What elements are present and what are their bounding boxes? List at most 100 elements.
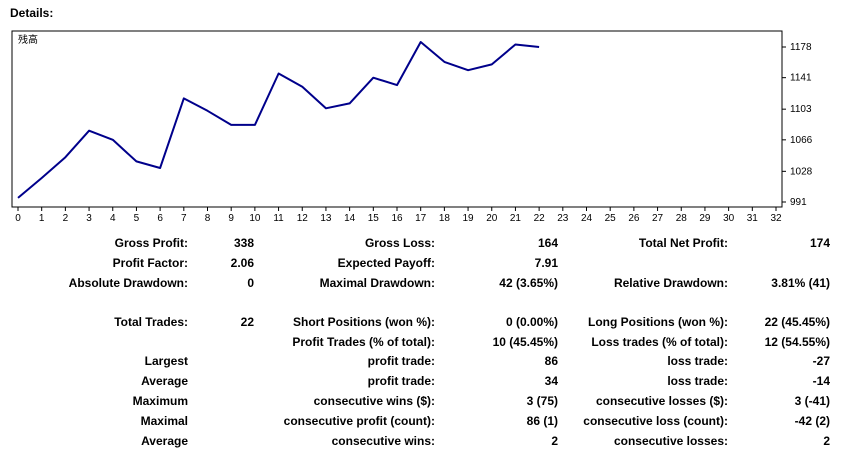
stat-value: 86 (1) [526,414,558,428]
stats-row: Largest profit trade: 86 loss trade: -27 [0,354,850,370]
stat-value: 86 [544,354,558,368]
x-tick-label: 4 [110,213,116,224]
stat-label: Maximal [140,414,188,428]
x-tick-label: 25 [605,213,617,224]
x-tick-label: 22 [534,213,546,224]
stat-value: 10 (45.45%) [492,335,558,349]
x-tick-label: 12 [297,213,309,224]
stat-value: 3 (-41) [794,394,830,408]
x-tick-label: 31 [747,213,759,224]
stat-label: consecutive wins ($): [313,394,435,408]
stat-label: Gross Profit: [114,236,188,250]
stats-row: Average profit trade: 34 loss trade: -14 [0,374,850,390]
stat-value: 22 (45.45%) [764,315,830,329]
stat-label: Long Positions (won %): [588,315,728,329]
x-tick-label: 18 [439,213,451,224]
stat-label: Total Net Profit: [638,236,728,250]
details-title: Details: [10,6,54,20]
stat-value: 0 (0.00%) [505,315,558,329]
stat-value: 2 [551,434,558,448]
stat-label: Absolute Drawdown: [68,276,188,290]
x-tick-label: 32 [770,213,782,224]
y-tick-label: 1178 [790,42,812,53]
x-tick-label: 15 [368,213,380,224]
y-tick-label: 1141 [790,73,812,84]
stat-value: -14 [812,374,830,388]
x-tick-label: 21 [510,213,522,224]
stat-label: Average [141,434,188,448]
stat-label: consecutive wins: [331,434,435,448]
x-tick-label: 19 [463,213,475,224]
stat-value: 42 (3.65%) [499,276,558,290]
y-tick-label: 1028 [790,166,813,177]
stat-label: Maximal Drawdown: [319,276,435,290]
stat-value: 164 [537,236,558,250]
stat-value: 22 [240,315,254,329]
chart-title: 残高 [18,33,38,46]
stat-value: -42 (2) [794,414,830,428]
stats-row: Profit Trades (% of total): 10 (45.45%) Lo… [0,335,850,351]
x-tick-label: 29 [699,213,711,224]
x-tick-label: 10 [249,213,261,224]
x-tick-label: 7 [181,213,187,224]
x-tick-label: 2 [63,213,69,224]
stat-value: 34 [544,374,558,388]
x-tick-label: 8 [205,213,211,224]
stat-label: Short Positions (won %): [293,315,435,329]
x-tick-label: 11 [273,213,284,224]
x-tick-label: 5 [134,213,140,224]
stat-label: loss trade: [667,374,728,388]
stats-row: Average consecutive wins: 2 consecutive los… [0,434,850,450]
stat-value: 12 (54.55%) [764,335,830,349]
x-tick-label: 28 [676,213,688,224]
x-tick-label: 20 [486,213,498,224]
stat-label: Total Trades: [114,315,188,329]
x-tick-label: 3 [86,213,92,224]
stat-value: 7.91 [534,256,558,270]
x-tick-label: 30 [723,213,735,224]
stat-label: profit trade: [367,354,435,368]
x-tick-label: 13 [320,213,332,224]
x-tick-label: 0 [15,213,21,224]
stat-value: 174 [809,236,830,250]
stat-value: 0 [247,276,254,290]
chart-plot-area [11,30,783,208]
x-tick-label: 27 [652,213,664,224]
balance-chart: 0 1 2 3 4 5 6 7 8 9 10 11 12 13 14 15 16 17 18 19 20 21 22 23 24… [11,30,813,224]
x-tick-label: 26 [628,213,640,224]
stat-value: 3.81% (41) [771,276,830,290]
stat-label: consecutive profit (count): [283,414,435,428]
stat-label: consecutive losses ($): [595,394,728,408]
stat-label: consecutive loss (count): [583,414,728,428]
stat-label: Profit Factor: [112,256,188,270]
x-tick-label: 24 [581,213,593,224]
y-tick-label: 1066 [790,135,813,146]
stat-label: consecutive losses: [613,434,728,448]
y-tick-label: 1103 [790,104,812,115]
stat-label: Profit Trades (% of total): [292,335,435,349]
stat-label: Gross Loss: [364,236,435,250]
stat-value: -27 [812,354,830,368]
x-tick-label: 17 [415,213,427,224]
x-tick-label: 16 [391,213,403,224]
stats-row: Maximal consecutive profit (count): 86 (1)… [0,414,850,430]
stat-value: 338 [233,236,254,250]
stat-label: profit trade: [367,374,435,388]
stat-label: Expected Payoff: [337,256,435,270]
stat-value: 3 (75) [526,394,558,408]
stat-label: Loss trades (% of total): [591,335,728,349]
stat-label: loss trade: [667,354,728,368]
stat-label: Maximum [132,394,188,408]
x-tick-label: 23 [557,213,569,224]
stat-label: Relative Drawdown: [613,276,728,290]
stats-row: Absolute Drawdown: 0 Maximal Drawdown: 42 (… [0,276,850,292]
stat-label: Average [141,374,188,388]
x-tick-label: 1 [39,213,45,224]
stat-value: 2.06 [230,256,254,270]
stats-row: Total Trades: 22 Short Positions (won %): 0… [0,315,850,331]
x-tick-label: 14 [344,213,356,224]
stat-label: Largest [144,354,188,368]
stats-row: Gross Profit: 338 Gross Loss: 164 Total Net … [0,236,850,252]
stats-row: Profit Factor: 2.06 Expected Payoff: 7.91 [0,256,850,272]
stats-row: Maximum consecutive wins ($): 3 (75) consec… [0,394,850,410]
